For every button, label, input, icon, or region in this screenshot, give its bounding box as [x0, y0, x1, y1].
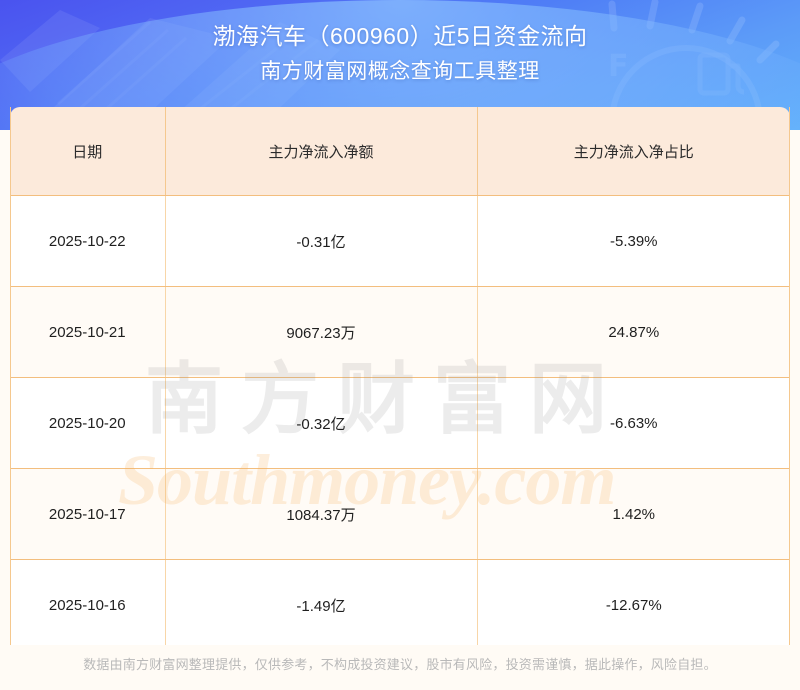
cell-net-amount: -0.32亿 — [165, 377, 478, 469]
page-title: 渤海汽车（600960）近5日资金流向 — [212, 23, 588, 49]
table-row: 2025-10-17 1084.37万 1.42% — [10, 468, 790, 560]
fund-flow-table: 日期 主力净流入净额 主力净流入净占比 2025-10-22 -0.31亿 -5… — [10, 107, 790, 651]
cell-date: 2025-10-16 — [10, 559, 166, 651]
table-row: 2025-10-20 -0.32亿 -6.63% — [10, 377, 790, 469]
table-header-row: 日期 主力净流入净额 主力净流入净占比 — [10, 107, 790, 196]
cell-net-ratio: 24.87% — [477, 286, 790, 378]
table-row: 2025-10-21 9067.23万 24.87% — [10, 286, 790, 378]
table-row: 2025-10-16 -1.49亿 -12.67% — [10, 559, 790, 651]
column-header-date: 日期 — [10, 107, 166, 196]
page-subtitle: 南方财富网概念查询工具整理 — [260, 60, 540, 83]
cell-date: 2025-10-20 — [10, 377, 166, 469]
table-row: 2025-10-22 -0.31亿 -5.39% — [10, 195, 790, 287]
cell-date: 2025-10-22 — [10, 195, 166, 287]
cell-net-amount: -1.49亿 — [165, 559, 478, 651]
footer: 数据由南方财富网整理提供，仅供参考，不构成投资建议，股市有风险，投资需谨慎，据此… — [0, 645, 800, 690]
cell-net-ratio: -12.67% — [477, 559, 790, 651]
cell-net-ratio: 1.42% — [477, 468, 790, 560]
cell-net-ratio: -5.39% — [477, 195, 790, 287]
cell-net-amount: -0.31亿 — [165, 195, 478, 287]
column-header-net-ratio: 主力净流入净占比 — [477, 107, 790, 196]
cell-net-ratio: -6.63% — [477, 377, 790, 469]
disclaimer-text: 数据由南方财富网整理提供，仅供参考，不构成投资建议，股市有风险，投资需谨慎，据此… — [83, 657, 717, 672]
cell-date: 2025-10-21 — [10, 286, 166, 378]
cell-net-amount: 1084.37万 — [165, 468, 478, 560]
table-left-edge — [10, 107, 11, 651]
cell-net-amount: 9067.23万 — [165, 286, 478, 378]
table-right-edge — [789, 107, 790, 651]
column-header-net-amount: 主力净流入净额 — [165, 107, 478, 196]
cell-date: 2025-10-17 — [10, 468, 166, 560]
fund-flow-table-wrap: 日期 主力净流入净额 主力净流入净占比 2025-10-22 -0.31亿 -5… — [10, 107, 790, 651]
